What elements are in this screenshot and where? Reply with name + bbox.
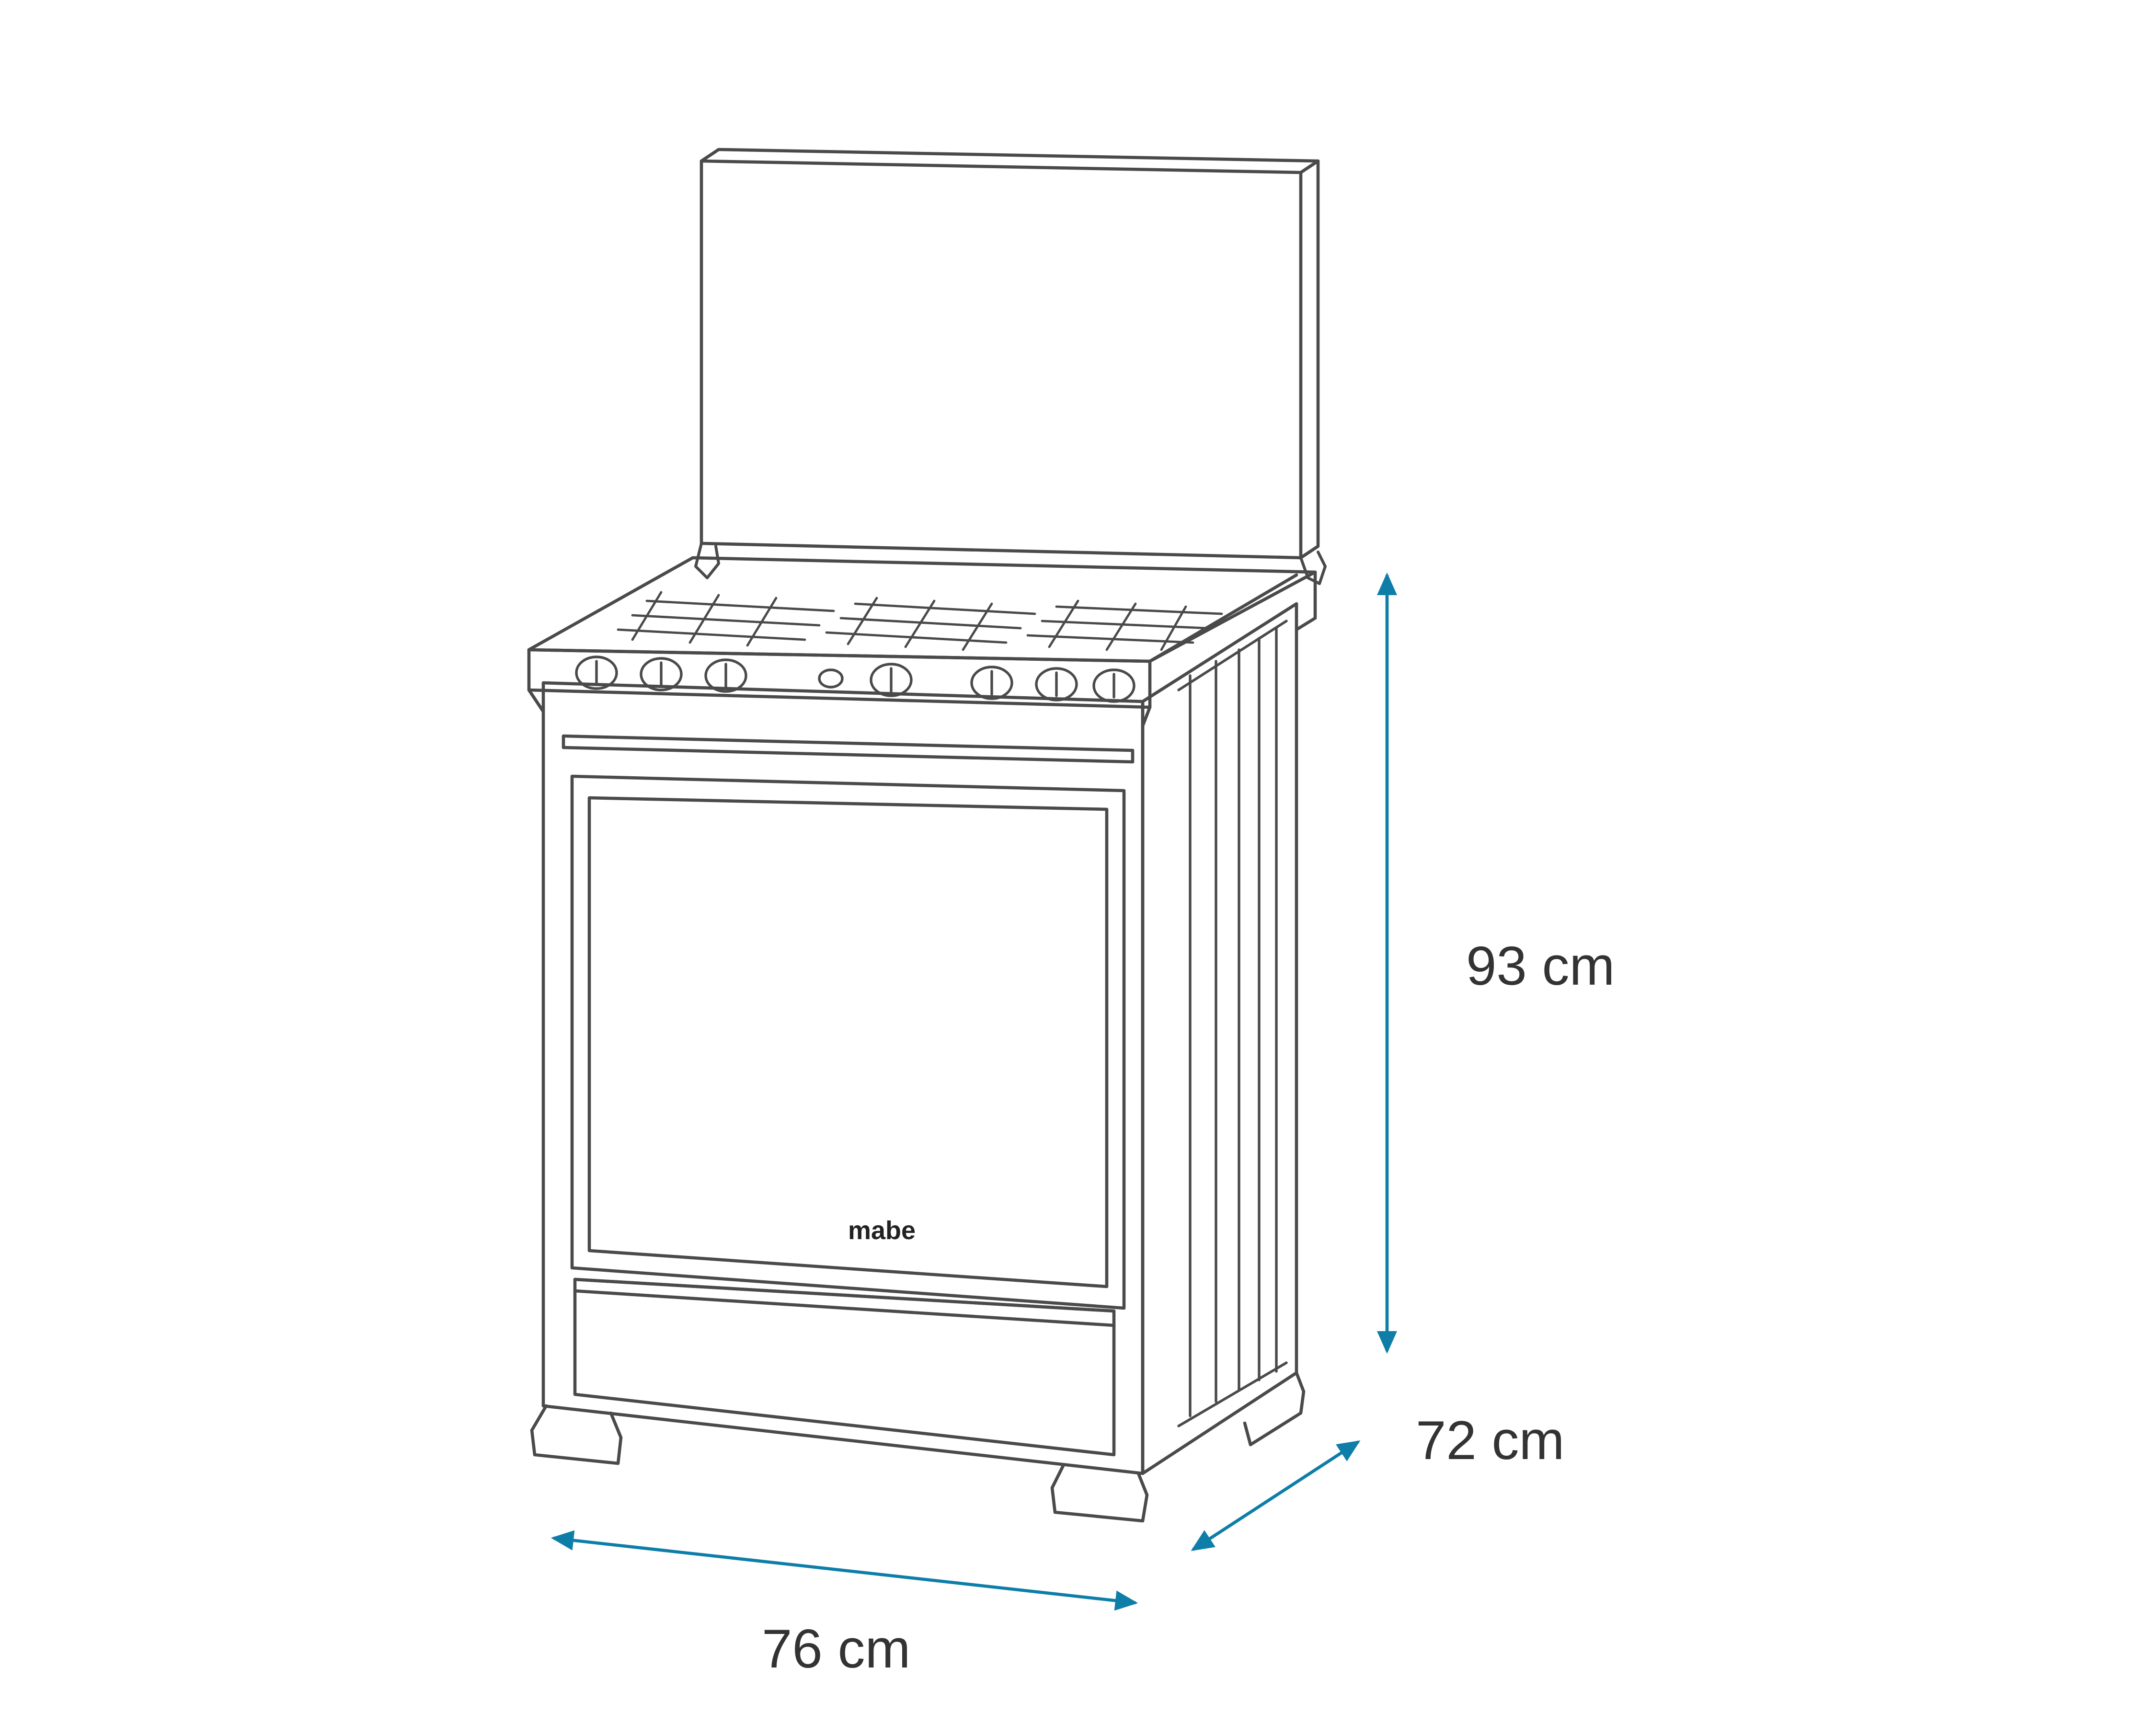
brand-label: mabe <box>848 1216 916 1245</box>
stove-outline-group <box>529 150 1325 1521</box>
stove-dimensions-diagram: mabe 93 cm 72 cm 76 cm <box>0 0 2156 1725</box>
width-label: 76 cm <box>762 1619 910 1679</box>
width-dimension-line <box>553 1538 1135 1603</box>
depth-label: 72 cm <box>1416 1410 1564 1471</box>
dimension-lines <box>553 575 1387 1603</box>
diagram-svg: mabe 93 cm 72 cm 76 cm <box>0 0 2156 1725</box>
depth-dimension-line <box>1193 1442 1358 1550</box>
height-label: 93 cm <box>1466 936 1615 997</box>
